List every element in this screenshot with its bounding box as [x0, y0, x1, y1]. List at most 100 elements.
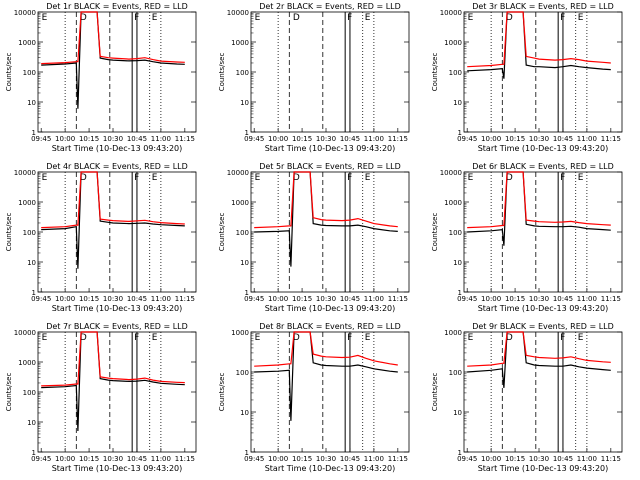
y-tick-label: 1000: [18, 39, 36, 47]
lld-series-line: [254, 171, 398, 229]
x-tick-label: 11:15: [388, 295, 408, 303]
x-tick-label: 11:15: [388, 455, 408, 463]
y-tick-label: 10000: [440, 169, 462, 177]
phase-marker-label: E: [152, 173, 158, 183]
phase-marker-label: F: [347, 173, 352, 183]
detector-panel-3: Det 3r BLACK = Events, RED = LLD E D F E 1 10 1…: [426, 0, 639, 160]
events-series-line: [467, 171, 611, 246]
y-tick-label: 1000: [231, 39, 249, 47]
y-tick-label: 100: [449, 369, 462, 377]
x-tick-label: 10:15: [292, 135, 312, 143]
y-tick-label: 1: [458, 449, 462, 457]
x-tick-label: 11:15: [601, 135, 621, 143]
plot-frame: [37, 11, 197, 133]
y-tick-label: 100: [23, 389, 36, 397]
phase-marker-label: D: [80, 13, 87, 23]
x-tick-label: 09:45: [244, 295, 264, 303]
x-tick-label: 10:45: [340, 455, 360, 463]
plot-frame: [250, 331, 410, 453]
x-tick-label: 10:00: [481, 455, 501, 463]
phase-marker-label: F: [347, 333, 352, 343]
phase-marker-label: D: [506, 173, 513, 183]
phase-marker-label: D: [80, 173, 87, 183]
x-axis-label: Start Time (10-Dec-13 09:43:20): [52, 464, 183, 473]
phase-marker-label: E: [468, 13, 474, 23]
x-tick-label: 10:30: [529, 295, 549, 303]
x-tick-label: 10:00: [268, 295, 288, 303]
x-axis-label: Start Time (10-Dec-13 09:43:20): [478, 304, 609, 313]
plot-frame: [250, 11, 410, 133]
x-tick-label: 09:45: [457, 135, 477, 143]
y-tick-label: 100: [449, 69, 462, 77]
y-tick-label: 10: [453, 259, 462, 267]
panel-svg: Det 5r BLACK = Events, RED = LLD E D F E 1 10 1…: [218, 162, 410, 313]
y-tick-label: 100: [236, 229, 249, 237]
events-series-line: [41, 171, 185, 269]
x-tick-label: 09:45: [244, 135, 264, 143]
y-tick-label: 10: [27, 99, 36, 107]
x-axis-label: Start Time (10-Dec-13 09:43:20): [52, 304, 183, 313]
x-tick-label: 10:00: [481, 295, 501, 303]
x-tick-label: 10:15: [79, 295, 99, 303]
phase-marker-label: F: [347, 13, 352, 23]
y-tick-label: 1: [458, 129, 462, 137]
phase-marker-label: E: [255, 333, 261, 343]
x-tick-label: 10:45: [340, 295, 360, 303]
x-tick-label: 11:00: [364, 135, 384, 143]
plot-frame: [37, 331, 197, 453]
panel-title: Det 4r BLACK = Events, RED = LLD: [46, 162, 188, 171]
x-tick-label: 11:00: [577, 455, 597, 463]
x-tick-label: 09:45: [31, 455, 51, 463]
y-tick-label: 10000: [227, 169, 249, 177]
y-tick-label: 1: [32, 289, 36, 297]
x-axis-label: Start Time (10-Dec-13 09:43:20): [52, 144, 183, 153]
panel-title: Det 8r BLACK = Events, RED = LLD: [259, 322, 401, 331]
panel-title: Det 9r BLACK = Events, RED = LLD: [472, 322, 614, 331]
x-tick-label: 10:45: [553, 455, 573, 463]
x-tick-label: 10:15: [292, 295, 312, 303]
phase-marker-label: E: [365, 173, 371, 183]
phase-marker-label: E: [42, 173, 48, 183]
events-series-line: [467, 11, 611, 79]
y-tick-label: 1: [32, 129, 36, 137]
x-tick-label: 10:15: [505, 455, 525, 463]
x-tick-label: 09:45: [457, 295, 477, 303]
phase-marker-label: E: [365, 13, 371, 23]
x-tick-label: 10:45: [127, 455, 147, 463]
panel-title: Det 3r BLACK = Events, RED = LLD: [472, 2, 614, 11]
y-tick-label: 10000: [14, 169, 36, 177]
y-axis-label: Counts/sec: [218, 213, 226, 252]
lld-series-line: [254, 331, 398, 367]
lld-series-line: [467, 171, 611, 229]
lld-series-line: [467, 11, 611, 68]
x-tick-label: 09:45: [31, 135, 51, 143]
y-tick-label: 1000: [444, 329, 462, 337]
y-tick-label: 1: [245, 449, 249, 457]
x-tick-label: 10:30: [529, 455, 549, 463]
plot-frame: [463, 171, 623, 293]
phase-marker-label: E: [255, 13, 261, 23]
detector-panel-4: Det 4r BLACK = Events, RED = LLD E D F E 1 10 1…: [0, 160, 213, 320]
phase-marker-label: F: [560, 173, 565, 183]
y-axis-label: Counts/sec: [5, 213, 13, 252]
x-tick-label: 10:45: [340, 135, 360, 143]
y-tick-label: 100: [236, 369, 249, 377]
x-tick-label: 11:00: [151, 295, 171, 303]
y-tick-label: 1: [245, 289, 249, 297]
phase-marker-label: E: [365, 333, 371, 343]
x-tick-label: 10:00: [268, 135, 288, 143]
x-tick-label: 11:15: [601, 295, 621, 303]
y-tick-label: 1: [32, 449, 36, 457]
y-tick-label: 10000: [14, 329, 36, 337]
x-tick-label: 10:00: [55, 295, 75, 303]
phase-marker-label: D: [506, 13, 513, 23]
y-tick-label: 10: [27, 419, 36, 427]
y-axis-label: Counts/sec: [431, 213, 439, 252]
x-axis-label: Start Time (10-Dec-13 09:43:20): [265, 304, 396, 313]
x-tick-label: 09:45: [244, 455, 264, 463]
y-tick-label: 10: [453, 409, 462, 417]
x-tick-label: 10:00: [55, 455, 75, 463]
x-tick-label: 11:00: [364, 295, 384, 303]
y-tick-label: 1: [458, 289, 462, 297]
panel-svg: Det 9r BLACK = Events, RED = LLD E D F E 1 10 1…: [431, 322, 623, 473]
